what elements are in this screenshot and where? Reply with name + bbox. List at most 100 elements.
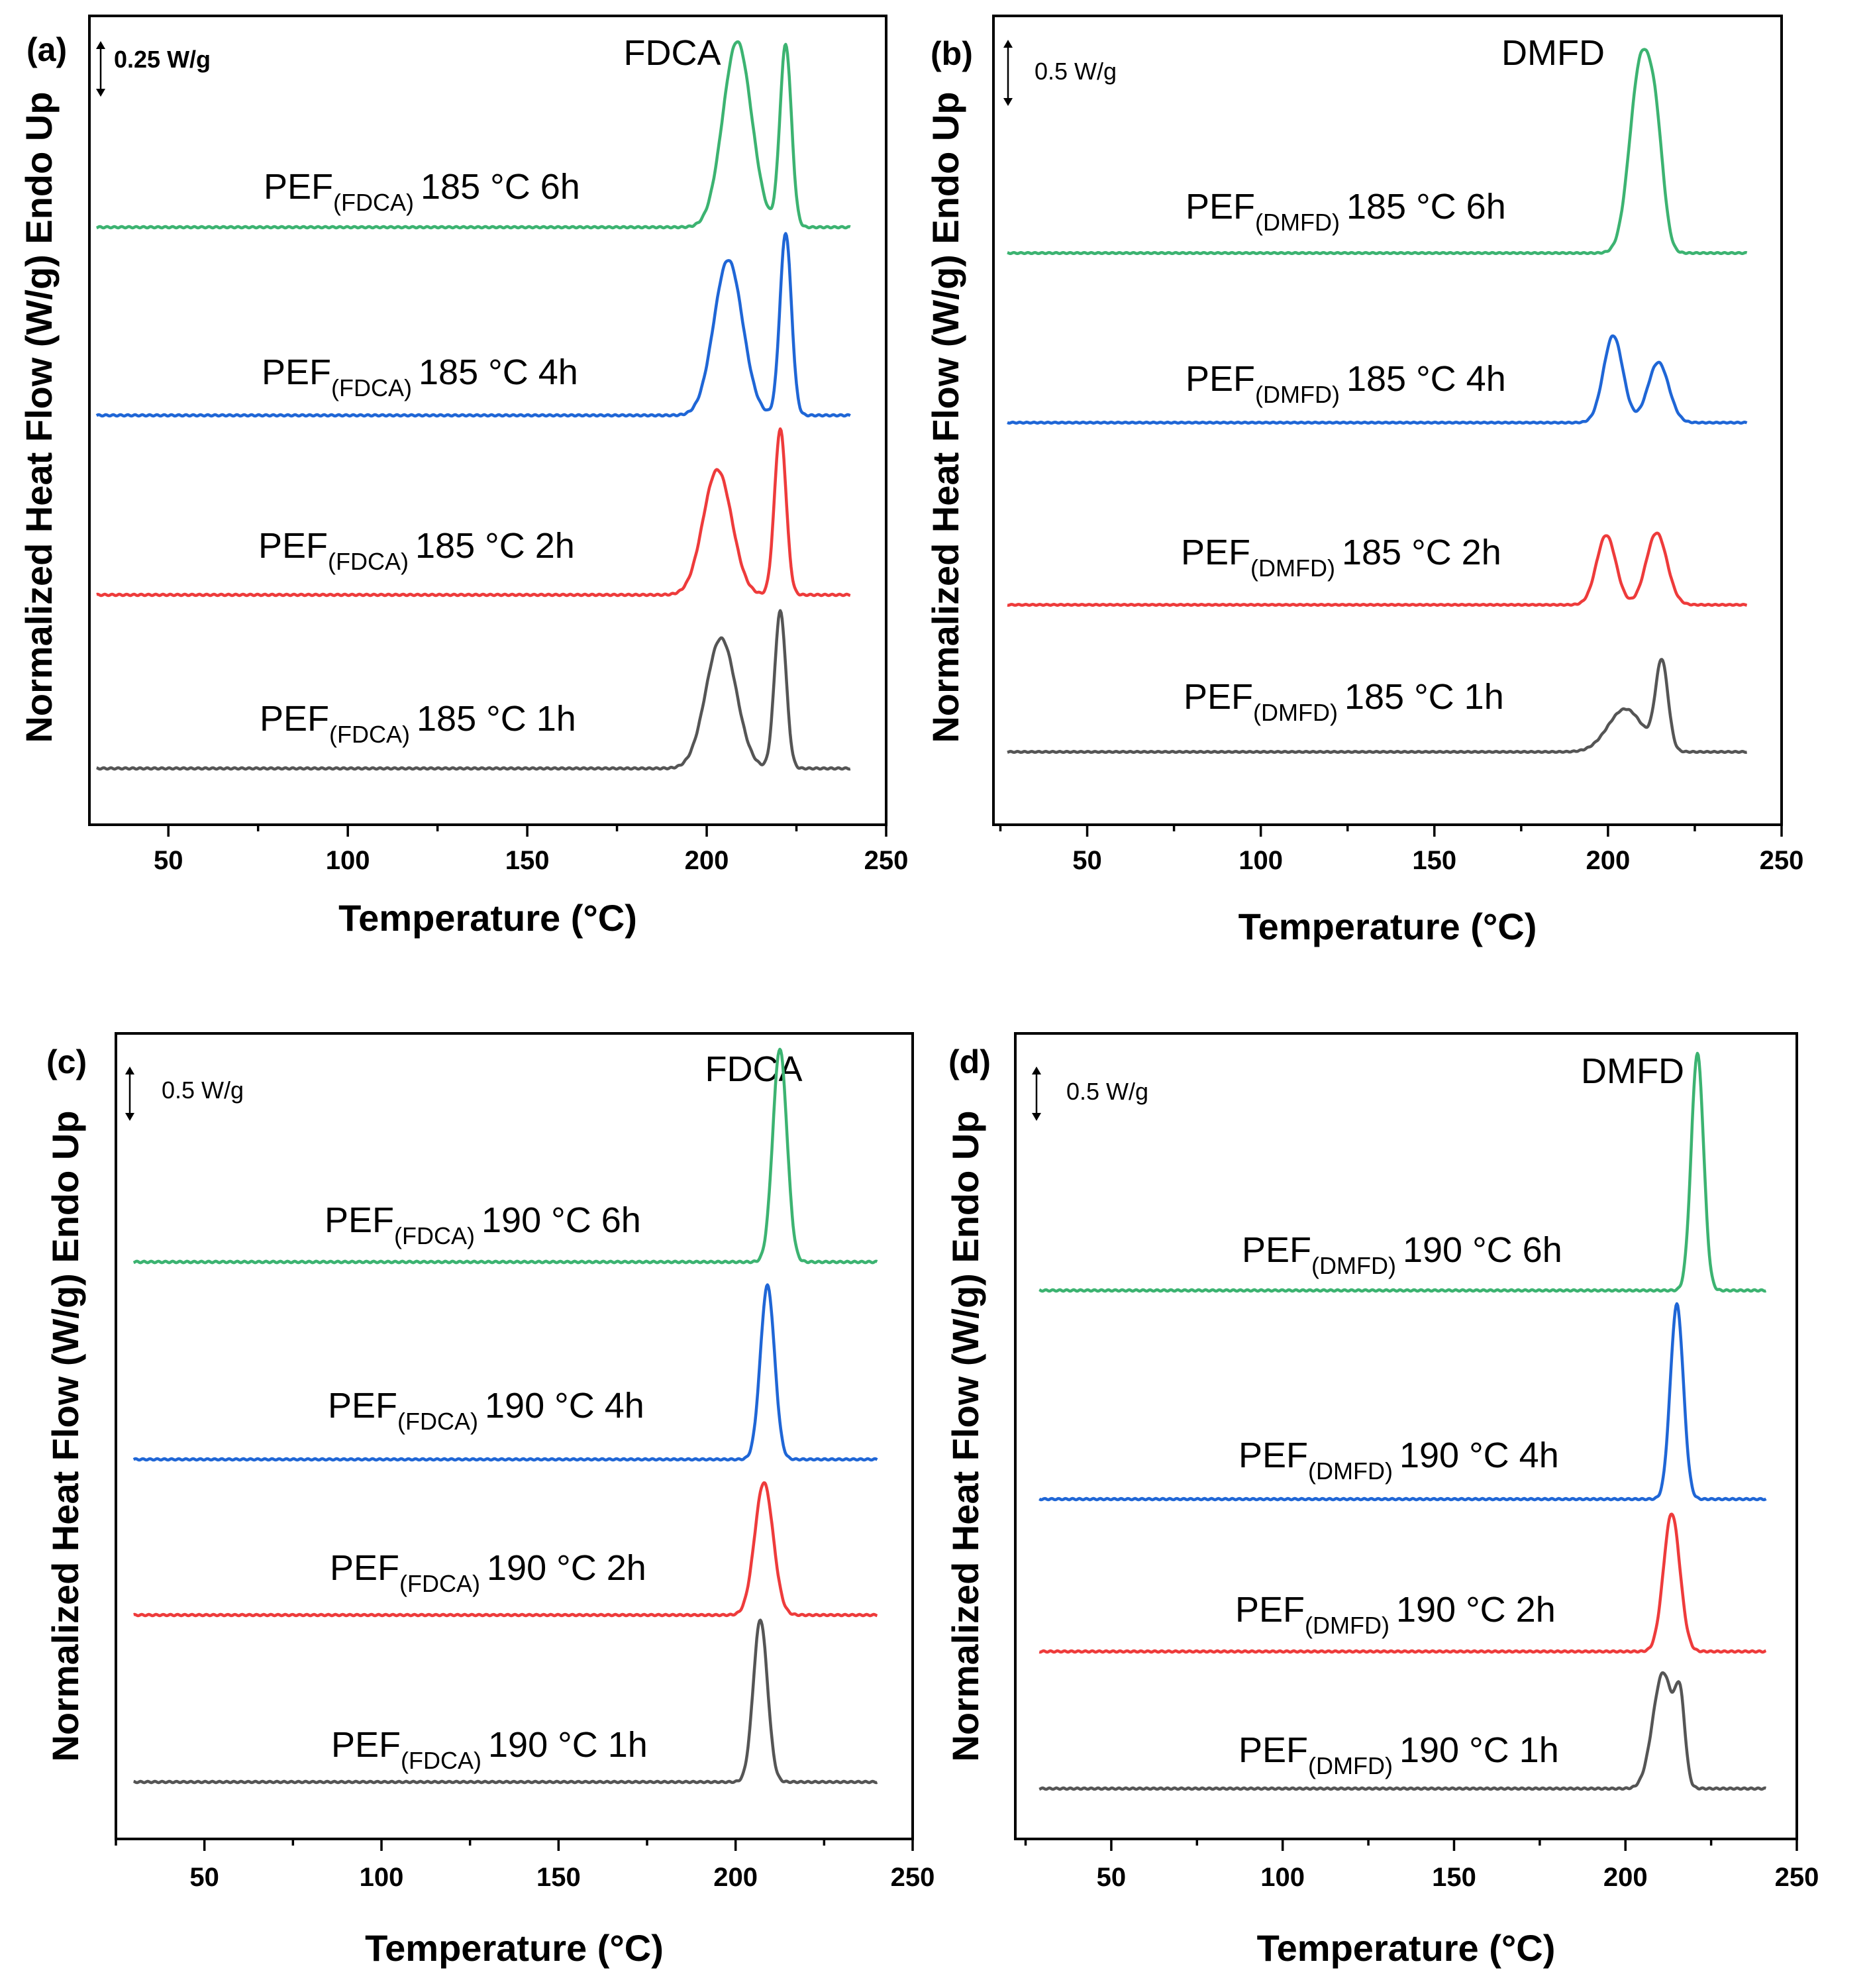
series-label-condition: 190 °C 6h xyxy=(1403,1230,1562,1270)
series-label-condition: 190 °C 2h xyxy=(487,1548,646,1588)
x-tick-label: 250 xyxy=(1760,846,1804,875)
x-tick-label: 250 xyxy=(864,846,909,875)
series-label-condition: 185 °C 2h xyxy=(415,526,575,566)
panel-label: (a) xyxy=(26,31,67,68)
series-label: PEF(DMFD) 185 °C 6h xyxy=(1186,187,1506,236)
x-axis-label: Temperature (°C) xyxy=(338,897,637,939)
series-label-condition: 190 °C 2h xyxy=(1396,1590,1556,1630)
series-curve-190-c-2h xyxy=(1038,1512,1767,1654)
series-curve-185-c-1h xyxy=(95,609,851,771)
scale-bar-label: 0.5 W/g xyxy=(1066,1078,1148,1105)
x-tick-label: 50 xyxy=(189,1863,219,1892)
series-label-base: PEF xyxy=(325,1200,394,1240)
scale-bar-arrow-down xyxy=(1032,1113,1041,1121)
x-axis-label: Temperature (°C) xyxy=(1257,1927,1556,1969)
series-label-subscript: (DMFD) xyxy=(1305,1612,1390,1639)
series-label-base: PEF xyxy=(1235,1590,1305,1630)
scale-bar-arrow-up xyxy=(96,41,105,49)
series-label-subscript: (DMFD) xyxy=(1311,1252,1396,1279)
series-curve-185-c-1h xyxy=(1007,658,1748,754)
x-tick-label: 100 xyxy=(360,1863,404,1892)
x-tick-label: 250 xyxy=(891,1863,935,1892)
series-label-condition: 190 °C 4h xyxy=(1399,1436,1559,1475)
series-label-condition: 190 °C 4h xyxy=(485,1386,644,1426)
x-tick-label: 50 xyxy=(1097,1863,1127,1892)
series-curve-190-c-4h xyxy=(132,1283,878,1462)
series-label-base: PEF xyxy=(260,699,329,739)
series-label-base: PEF xyxy=(264,167,333,207)
x-tick-label: 200 xyxy=(685,846,729,875)
scale-bar-label: 0.25 W/g xyxy=(114,46,211,73)
x-tick-label: 150 xyxy=(1412,846,1456,875)
series-label: PEF(FDCA) 185 °C 6h xyxy=(264,167,580,216)
series-label: PEF(FDCA) 185 °C 4h xyxy=(262,352,578,401)
series-label-subscript: (FDCA) xyxy=(333,189,414,216)
y-axis-label: Normalized Heat Flow (W/g) Endo Up xyxy=(18,91,60,743)
series-label-subscript: (FDCA) xyxy=(401,1747,481,1774)
series-label-base: PEF xyxy=(1242,1230,1311,1270)
panel-label: (c) xyxy=(46,1043,87,1080)
series-label-base: PEF xyxy=(330,1548,399,1588)
series-label-base: PEF xyxy=(262,352,331,392)
series-label-subscript: (DMFD) xyxy=(1253,699,1338,726)
series-label-condition: 190 °C 1h xyxy=(488,1725,648,1765)
scale-bar-arrow-up xyxy=(125,1067,134,1074)
series-label-base: PEF xyxy=(328,1386,397,1426)
series-label-base: PEF xyxy=(1239,1436,1308,1475)
series-label-base: PEF xyxy=(331,1725,401,1765)
plot-frame xyxy=(1014,1032,1798,1840)
series-label: PEF(FDCA) 185 °C 2h xyxy=(258,526,575,575)
panel-c: 50 100 150 200 250 Temperature (°C) Normalized… xyxy=(44,1032,935,1969)
y-axis-label: Normalized Heat Flow (W/g) Endo Up xyxy=(44,1110,86,1761)
series-curve-185-c-4h xyxy=(95,232,851,418)
x-tick-label: 100 xyxy=(326,846,370,875)
panel-title: FDCA xyxy=(705,1049,803,1089)
series-label-base: PEF xyxy=(1186,359,1255,399)
series-label: PEF(FDCA) 190 °C 6h xyxy=(325,1200,641,1249)
series-label-base: PEF xyxy=(258,526,328,566)
x-tick-label: 50 xyxy=(1072,846,1102,875)
panel-title: DMFD xyxy=(1501,33,1605,73)
x-tick-label: 150 xyxy=(505,846,550,875)
series-label-subscript: (DMFD) xyxy=(1250,554,1335,582)
panel-label: (b) xyxy=(931,35,973,72)
series-label-subscript: (DMFD) xyxy=(1308,1752,1393,1779)
series-label-base: PEF xyxy=(1239,1730,1308,1770)
y-axis-label: Normalized Heat Flow (W/g) Endo Up xyxy=(944,1110,986,1761)
series-curve-190-c-4h xyxy=(1038,1302,1767,1502)
scale-bar-label: 0.5 W/g xyxy=(1035,58,1117,85)
plot-frame xyxy=(88,15,887,826)
series-label-base: PEF xyxy=(1184,677,1253,717)
x-axis-label: Temperature (°C) xyxy=(365,1927,664,1969)
panel-label: (d) xyxy=(948,1043,991,1080)
scale-bar-arrow-down xyxy=(1003,98,1013,106)
scale-bar-arrow-up xyxy=(1003,40,1013,48)
panel-a: 50 100 150 200 250 Temperature (°C) Normalized… xyxy=(18,15,909,939)
scale-bar-label: 0.5 W/g xyxy=(162,1076,244,1104)
series-label-condition: 185 °C 6h xyxy=(1346,187,1506,227)
series-label-condition: 185 °C 1h xyxy=(1344,677,1504,717)
x-tick-label: 150 xyxy=(1432,1863,1476,1892)
series-label-condition: 185 °C 4h xyxy=(1346,359,1506,399)
x-tick-label: 150 xyxy=(536,1863,581,1892)
series-label-subscript: (FDCA) xyxy=(394,1222,475,1249)
series-label-subscript: (FDCA) xyxy=(397,1408,478,1435)
x-tick-label: 250 xyxy=(1775,1863,1819,1892)
series-curve-190-c-1h xyxy=(1038,1671,1767,1791)
series-label-condition: 190 °C 1h xyxy=(1399,1730,1559,1770)
series-curve-185-c-4h xyxy=(1007,334,1748,425)
panel-title: FDCA xyxy=(624,33,721,73)
series-label-condition: 190 °C 6h xyxy=(481,1200,641,1240)
series-label: PEF(DMFD) 185 °C 4h xyxy=(1186,359,1506,408)
plot-frame xyxy=(115,1032,914,1840)
y-axis-label: Normalized Heat Flow (W/g) Endo Up xyxy=(925,91,966,743)
series-curve-190-c-2h xyxy=(132,1481,878,1618)
series-label: PEF(FDCA) 190 °C 4h xyxy=(328,1386,644,1435)
series-curve-185-c-2h xyxy=(95,427,851,598)
series-label-subscript: (DMFD) xyxy=(1308,1457,1393,1485)
series-label: PEF(DMFD) 190 °C 1h xyxy=(1239,1730,1559,1779)
panel-b: 50 100 150 200 250 Temperature (°C) Normalized… xyxy=(925,15,1804,947)
series-label: PEF(FDCA) 190 °C 2h xyxy=(330,1548,646,1597)
panel-title: DMFD xyxy=(1581,1051,1684,1091)
